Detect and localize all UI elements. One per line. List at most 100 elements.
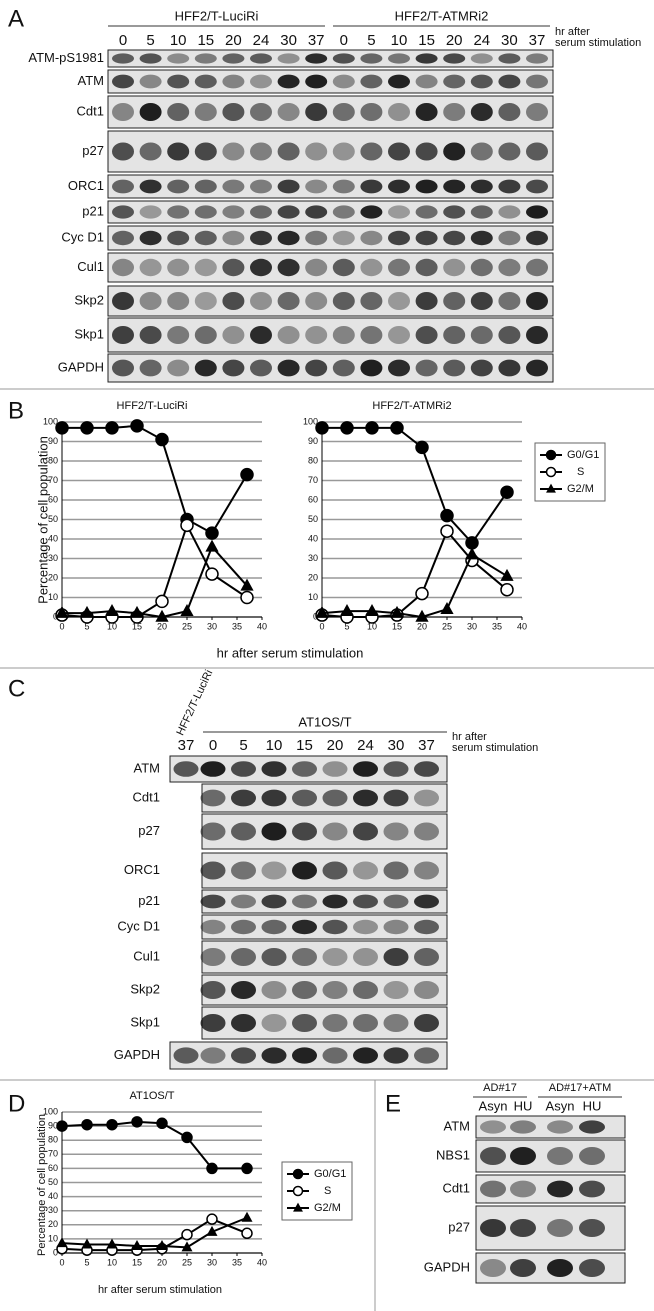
band [353, 981, 378, 999]
x-tick-label: 0 [59, 621, 64, 631]
marker [55, 421, 69, 435]
unit-label: serum stimulation [555, 37, 641, 49]
band [222, 53, 245, 64]
row-label: GAPDH [114, 1047, 160, 1062]
band [194, 326, 217, 344]
marker [56, 1120, 68, 1132]
band [388, 74, 410, 89]
band [443, 74, 466, 89]
x-tick-label: 0 [319, 621, 324, 631]
marker [340, 421, 354, 435]
band [498, 326, 521, 344]
band [470, 103, 493, 121]
band [277, 74, 300, 89]
band [231, 948, 256, 966]
band [470, 359, 493, 377]
band [414, 1047, 439, 1064]
band [526, 142, 548, 161]
marker [206, 1162, 218, 1175]
band [167, 230, 190, 246]
band [200, 894, 226, 909]
x-tick-label: 40 [257, 621, 267, 631]
band [498, 205, 521, 219]
band [292, 861, 317, 880]
marker [440, 602, 454, 614]
y-tick-label: 100 [303, 416, 318, 426]
y-tick-label: 100 [43, 1106, 58, 1116]
y-tick-label: 50 [308, 514, 318, 524]
marker [240, 590, 254, 605]
band [167, 142, 190, 161]
band [360, 292, 383, 310]
x-tick-label: 25 [442, 621, 452, 631]
x-tick-label: 10 [367, 621, 377, 631]
marker [80, 605, 94, 618]
band [526, 258, 548, 277]
band [277, 326, 300, 344]
x-axis-label: hr after serum stimulation [217, 645, 364, 660]
band [526, 326, 548, 344]
y-tick-label: 20 [48, 1219, 58, 1229]
band [292, 822, 317, 841]
marker [155, 432, 169, 447]
lane-label: 10 [391, 32, 408, 49]
band [415, 142, 438, 161]
band [332, 142, 355, 161]
band [360, 179, 383, 194]
panel-letter: E [385, 1090, 401, 1117]
y-tick-label: 10 [48, 1233, 58, 1243]
band [360, 326, 383, 344]
band [305, 359, 328, 377]
y-axis-label: Percentage of cell population [36, 1114, 48, 1256]
band [510, 1259, 536, 1277]
band [261, 861, 287, 880]
band [139, 179, 162, 194]
band [200, 948, 226, 966]
lane-label: 5 [146, 32, 154, 49]
marker [241, 1227, 253, 1240]
marker [315, 421, 329, 435]
band [415, 205, 438, 219]
band [388, 326, 410, 344]
marker [81, 1118, 93, 1131]
band [526, 205, 548, 219]
band [261, 1047, 287, 1064]
marker [240, 578, 254, 591]
band [388, 179, 410, 194]
lane-label: 0 [209, 737, 217, 754]
band [222, 292, 245, 310]
band [277, 292, 300, 310]
panel-letter: C [8, 675, 25, 702]
lane-label: 30 [501, 32, 518, 49]
marker [56, 1237, 68, 1248]
row-label: ORC1 [124, 862, 160, 877]
band [414, 948, 439, 966]
band [277, 205, 300, 219]
x-tick-label: 35 [232, 621, 242, 631]
band [194, 179, 217, 194]
marker [155, 609, 169, 622]
marker [106, 1118, 118, 1131]
y-tick-label: 70 [48, 475, 58, 485]
row-label: ATM [78, 73, 104, 88]
band [470, 53, 493, 64]
band [305, 53, 328, 64]
lane-label: HU [583, 1098, 602, 1113]
band [332, 179, 355, 194]
band [414, 919, 439, 935]
band [277, 359, 300, 377]
band [167, 258, 190, 277]
marker [205, 526, 219, 540]
band [305, 179, 328, 194]
lane-label: 5 [239, 737, 247, 754]
band [261, 1014, 287, 1032]
band [305, 292, 328, 310]
band [322, 761, 348, 777]
band [510, 1180, 536, 1198]
row-label: Skp2 [74, 292, 104, 307]
band [139, 142, 162, 161]
band [194, 205, 217, 219]
band [443, 258, 466, 277]
row-label: p27 [82, 143, 104, 158]
band [139, 103, 162, 121]
